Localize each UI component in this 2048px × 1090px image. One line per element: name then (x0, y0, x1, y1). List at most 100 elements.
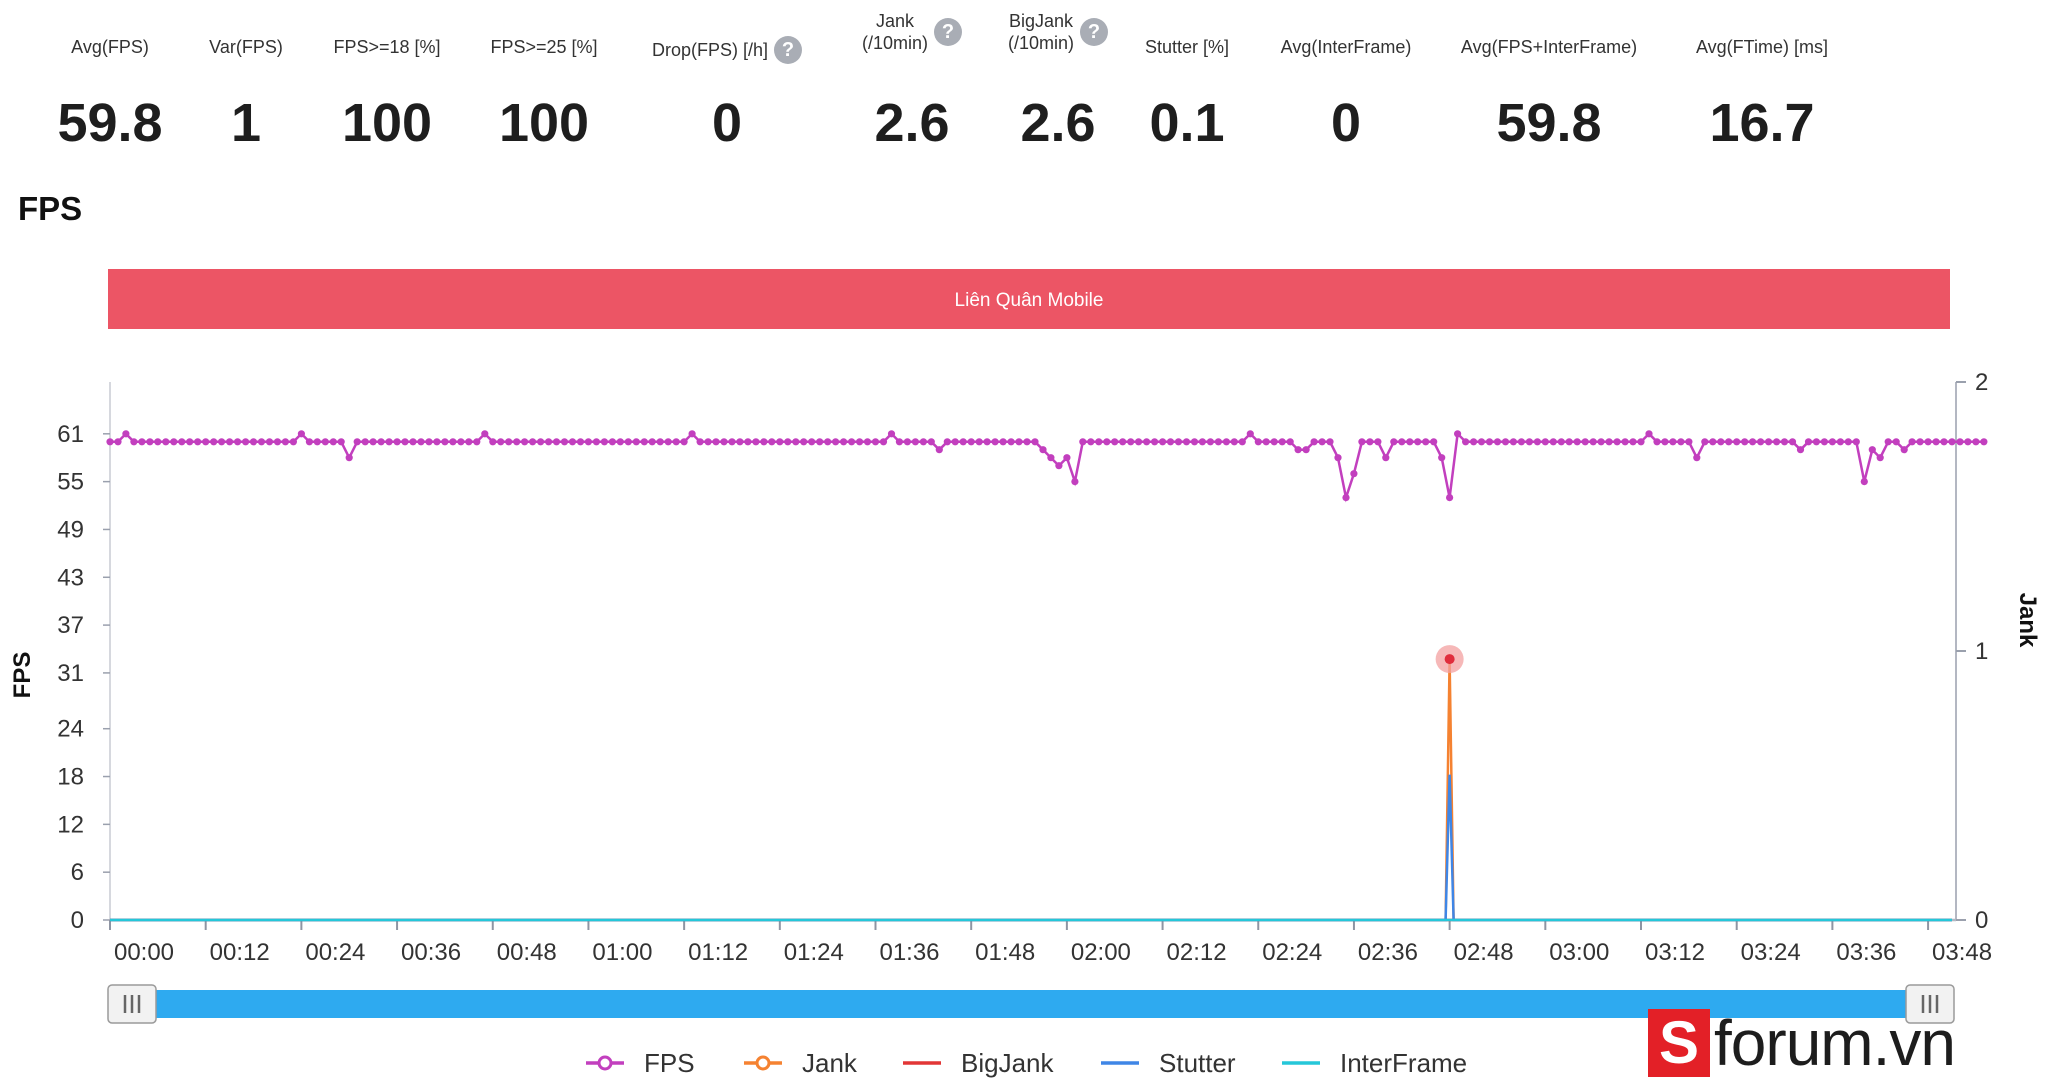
fps-point (1310, 438, 1318, 446)
fps-point (1717, 438, 1725, 446)
fps-point (1573, 438, 1581, 446)
fps-point (345, 454, 353, 462)
fps-point (473, 438, 481, 446)
fps-point (616, 438, 624, 446)
y-left-tick-label: 18 (57, 764, 84, 791)
fps-point (1972, 438, 1980, 446)
range-slider-track[interactable] (112, 990, 1954, 1018)
stat-label-text: BigJank (/10min) (1007, 11, 1075, 53)
fps-point (832, 438, 840, 446)
fps-point (1198, 438, 1206, 446)
x-tick-label: 02:36 (1358, 939, 1418, 966)
stat-label: Drop(FPS) [/h]? (651, 36, 803, 64)
fps-point (417, 438, 425, 446)
stat-label-text: Avg(InterFrame) (1280, 37, 1412, 57)
legend-marker (755, 1055, 771, 1071)
fps-point (1765, 438, 1773, 446)
range-slider-right-handle[interactable] (1905, 984, 1955, 1024)
fps-point (218, 438, 226, 446)
stat-label: FPS>=25 [%] (490, 36, 597, 58)
fps-point (1159, 438, 1167, 446)
fps-point (305, 438, 313, 446)
fps-point (1430, 438, 1438, 446)
fps-point (824, 438, 832, 446)
fps-point (1246, 430, 1254, 438)
fps-point (1541, 438, 1549, 446)
fps-point (1182, 438, 1191, 446)
fps-point (856, 438, 864, 446)
fps-point (664, 438, 672, 446)
y-left-tick-label: 31 (57, 660, 84, 687)
x-tick-label: 02:00 (1071, 939, 1131, 966)
fps-point (1733, 438, 1741, 446)
fps-point (1940, 438, 1948, 446)
fps-point (202, 438, 210, 446)
fps-point (1039, 446, 1047, 454)
fps-point (1095, 438, 1103, 446)
fps-point (481, 430, 489, 438)
app-band[interactable] (108, 269, 1950, 329)
range-slider[interactable] (107, 984, 1955, 1024)
fps-point (656, 438, 664, 446)
fps-point (1948, 438, 1956, 446)
legend-item-interframe[interactable]: InterFrame (1282, 1048, 1467, 1078)
stat-label: Avg(FPS+InterFrame) (1461, 36, 1637, 58)
x-tick-label: 01:00 (592, 939, 652, 966)
fps-point (513, 438, 521, 446)
fps-point (1015, 438, 1023, 446)
fps-point (760, 438, 768, 446)
fps-point (1509, 438, 1517, 446)
x-tick-label: 01:12 (688, 939, 748, 966)
legend-item-fps[interactable]: FPS (586, 1048, 695, 1078)
fps-point (951, 438, 959, 446)
fps-point (1174, 438, 1183, 446)
stat-label-text: Drop(FPS) [/h] (651, 40, 769, 60)
stat-value: 0 (711, 93, 743, 153)
fps-point (1796, 446, 1805, 454)
y-right-tick-label: 1 (1975, 638, 1988, 665)
fps-point (1230, 438, 1238, 446)
stat-value: 2.6 (874, 93, 950, 153)
fps-point (1669, 438, 1677, 446)
fps-point (1342, 494, 1350, 502)
legend-item-jank[interactable]: Jank (744, 1048, 858, 1078)
fps-point (1605, 438, 1613, 446)
stat-label: BigJank (/10min)? (1007, 10, 1109, 54)
fps-point (1462, 438, 1470, 446)
fps-point (744, 438, 752, 446)
watermark-text: forum.vn (1714, 1007, 1956, 1079)
fps-point (1828, 438, 1836, 446)
fps-point (545, 438, 553, 446)
fps-point (1422, 438, 1430, 446)
fps-point (465, 438, 473, 446)
fps-point (919, 438, 928, 446)
app-band-label: Liên Quân Mobile (955, 290, 1104, 311)
help-icon[interactable]: ? (1080, 18, 1109, 46)
fps-point (776, 438, 784, 446)
fps-point (1581, 438, 1589, 446)
x-tick-label: 00:48 (497, 939, 557, 966)
fps-point (313, 438, 321, 446)
range-slider-left-handle[interactable] (107, 984, 157, 1024)
stat-value: 59.8 (1496, 93, 1602, 153)
fps-point (1804, 438, 1813, 446)
fps-point (361, 438, 369, 446)
stat-value: 0.1 (1149, 93, 1225, 153)
stat-label-text: FPS>=18 [%] (333, 37, 441, 57)
legend-item-bigjank[interactable]: BigJank (903, 1048, 1054, 1078)
fps-point (1773, 438, 1781, 446)
series-line-stutter (110, 774, 1952, 922)
legend-label: FPS (644, 1048, 695, 1078)
fps-point (1127, 438, 1135, 446)
fps-point (632, 438, 640, 446)
stat-label: Var(FPS) (209, 36, 283, 58)
fps-point (1374, 438, 1382, 446)
fps-point (784, 438, 792, 446)
fps-point (1103, 438, 1111, 446)
fps-point (1725, 438, 1733, 446)
help-icon[interactable]: ? (774, 36, 803, 64)
legend-item-stutter[interactable]: Stutter (1101, 1048, 1236, 1078)
series-fps (106, 430, 1988, 503)
fps-chart[interactable]: Liên Quân Mobile 06121824313743495561012… (0, 260, 2048, 1090)
help-icon[interactable]: ? (934, 18, 963, 46)
